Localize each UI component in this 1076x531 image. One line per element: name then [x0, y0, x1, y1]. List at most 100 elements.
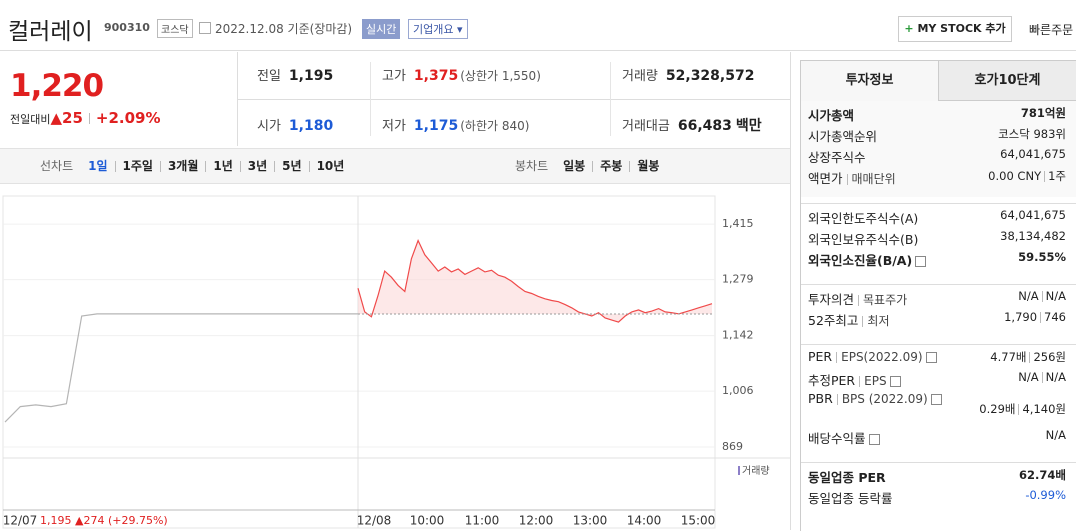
- row-label: 액면가 매매단위: [808, 168, 896, 187]
- quick-order[interactable]: 빠른주문: [1029, 23, 1074, 37]
- quote-cell: 시가 1,180: [257, 115, 333, 134]
- label-part: EPS(2022.09): [841, 350, 923, 364]
- row-label: 동일업종 등락률: [808, 488, 892, 507]
- header-divider: [0, 50, 1076, 51]
- x-tick-label: 15:00: [681, 514, 716, 528]
- line-periods: 선차트 1일 1주일 3개월 1년 3년 5년 10년: [40, 149, 347, 183]
- market-badge: 코스닥: [157, 19, 193, 38]
- y-tick-label: 1,142: [722, 329, 754, 342]
- row-value: 59.55%: [1018, 250, 1066, 269]
- row-label: 52주최고 최저: [808, 310, 890, 329]
- candle-periods: 봉차트 일봉 주봉 월봉: [515, 149, 662, 183]
- section: 동일업종 PER 62.74배 동일업종 등락률 -0.99%: [801, 462, 1076, 517]
- row-label: PBR BPS (2022.09): [808, 391, 942, 427]
- info-row: PER EPS(2022.09) 4.77배 256원: [808, 349, 1066, 365]
- label-part: 목표주가: [863, 293, 908, 307]
- period-tab[interactable]: 3년: [247, 159, 268, 173]
- period-tab[interactable]: 월봉: [637, 159, 660, 173]
- label-part: 투자의견: [808, 292, 855, 307]
- info-row: 동일업종 등락률 -0.99%: [808, 488, 1066, 507]
- quote-note: (상한가 1,550): [460, 69, 541, 83]
- divider: [237, 99, 790, 100]
- volume-label: 거래량: [742, 465, 770, 477]
- sep: [859, 376, 861, 387]
- value-part: 746: [1044, 310, 1066, 324]
- value-part: 64,041,675: [1000, 208, 1066, 222]
- value-part: 59.55%: [1018, 250, 1066, 264]
- sep: [1041, 372, 1043, 383]
- sep: [592, 161, 594, 172]
- sep: [836, 352, 838, 363]
- divider: [610, 62, 611, 136]
- quote-value: 1,175: [413, 118, 459, 134]
- row-label: 외국인한도주식수(A): [808, 208, 918, 227]
- row-value: -0.99%: [1025, 488, 1066, 507]
- sep: [205, 161, 207, 172]
- value-part: 4,140원: [1022, 402, 1066, 416]
- period-tab[interactable]: 1일: [88, 159, 108, 173]
- label-part: 동일업종 등락률: [808, 491, 893, 506]
- label-part: 상장주식수: [808, 150, 866, 165]
- sep: [239, 161, 241, 172]
- row-value: 38,134,482: [1000, 229, 1066, 248]
- tab[interactable]: 투자정보: [801, 61, 938, 101]
- period-tab[interactable]: 5년: [282, 159, 302, 173]
- row-value: 0.29배 4,140원: [979, 401, 1066, 417]
- value-part: -0.99%: [1025, 488, 1066, 502]
- row-label: 외국인소진율(B/A): [808, 250, 927, 269]
- row-label: 투자의견 목표주가: [808, 289, 907, 308]
- date: 2022.12.08 기준(장마감): [215, 20, 352, 37]
- overview-label: 기업개요: [413, 23, 454, 36]
- change-label: 전일대비: [10, 113, 51, 126]
- row-value: 코스닥 983위: [998, 126, 1066, 145]
- value-part: 1주: [1048, 169, 1066, 183]
- info-row: 투자의견 목표주가 N/A N/A: [808, 289, 1066, 308]
- quote-cell: 전일 1,195: [257, 65, 333, 84]
- line: [357, 238, 713, 323]
- overview-button[interactable]: 기업개요 ▾: [408, 19, 468, 39]
- y-tick-label: 1,006: [722, 384, 754, 397]
- period-tab[interactable]: 일봉: [563, 159, 586, 173]
- sep: [159, 161, 161, 172]
- label-part: 시가총액순위: [808, 129, 878, 144]
- realtime-badge[interactable]: 실시간: [362, 19, 401, 39]
- sep: [858, 295, 860, 306]
- sep: [836, 394, 838, 405]
- change-line: 전일대비▲25 +2.09%: [10, 109, 161, 127]
- value-part: N/A: [1018, 370, 1039, 384]
- value-part: 코스닥 983위: [998, 127, 1066, 141]
- row-value: 1,790 746: [1004, 310, 1066, 329]
- value-part: 0.29배: [979, 402, 1016, 416]
- period-tab[interactable]: 1주일: [122, 159, 153, 173]
- help-icon: [868, 434, 880, 445]
- period-tab[interactable]: 1년: [213, 159, 233, 173]
- row-value: 64,041,675: [1000, 208, 1066, 227]
- period-tab[interactable]: 주봉: [600, 159, 623, 173]
- period-tab[interactable]: 10년: [316, 159, 345, 173]
- info-row: 상장주식수 64,041,675: [808, 147, 1066, 166]
- row-value: N/A: [1046, 428, 1066, 447]
- info-row: 52주최고 최저 1,790 746: [808, 310, 1066, 329]
- label-part: 최저: [867, 314, 890, 328]
- period-tab[interactable]: 3개월: [167, 159, 199, 173]
- info-row: 외국인한도주식수(A) 64,041,675: [808, 208, 1066, 227]
- calendar-icon: [199, 22, 211, 34]
- row-label: 추정PER EPS: [808, 370, 901, 389]
- sep: [1041, 291, 1043, 302]
- section: 시가총액 781억원 시가총액순위 코스닥 983위 상장주식수 64,041,675 액면…: [801, 101, 1076, 197]
- label-part: 외국인한도주식수(A): [808, 211, 919, 226]
- sep: [862, 316, 864, 327]
- quote-cell: 거래대금 66,483 백만: [622, 115, 762, 135]
- tab[interactable]: 호가10단계: [938, 61, 1076, 101]
- x-tick-label: 12:00: [519, 514, 554, 528]
- sep: [274, 161, 276, 172]
- tabs: 투자정보 호가10단계: [801, 61, 1076, 101]
- label-part: 52주최고: [808, 313, 859, 328]
- mystock-button[interactable]: + MY STOCK 추가: [898, 16, 1012, 42]
- x-tick-label: 13:00: [573, 514, 608, 528]
- row-value: 62.74배: [1019, 467, 1066, 486]
- chart: 1,415 1,279 1,142 1,006 869 거래량 12/07 12/08 10:0…: [2, 195, 790, 529]
- change: ▲25: [50, 109, 83, 127]
- footer-rate: (+29.75%): [108, 514, 168, 527]
